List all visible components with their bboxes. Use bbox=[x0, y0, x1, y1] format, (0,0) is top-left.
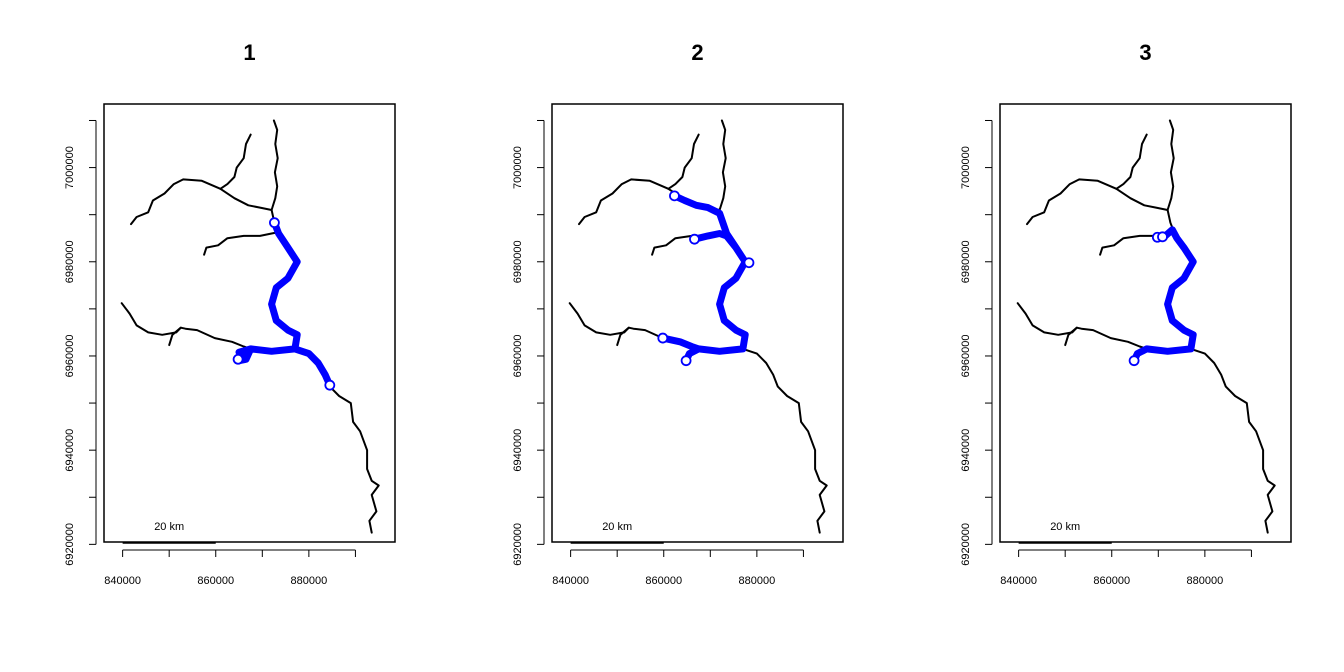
site-marker bbox=[689, 233, 700, 245]
river-southwest-spur bbox=[1064, 326, 1078, 347]
y-axis: 6920000 6940000 6960000 6980000 7000000 bbox=[512, 119, 545, 566]
y-tick-label: 6960000 bbox=[512, 335, 524, 378]
x-tick-label: 840000 bbox=[552, 575, 589, 587]
y-tick-label: 6920000 bbox=[64, 523, 76, 566]
x-tick-label: 840000 bbox=[1000, 575, 1037, 587]
y-tick-label: 6920000 bbox=[512, 523, 524, 566]
y-tick-label: 6980000 bbox=[64, 240, 76, 283]
site-marker bbox=[743, 257, 755, 269]
site-marker bbox=[1157, 231, 1168, 243]
site-marker bbox=[1128, 355, 1140, 367]
plot-frame bbox=[999, 103, 1292, 543]
x-tick-label: 860000 bbox=[197, 575, 234, 587]
x-axis: 840000 860000 880000 bbox=[104, 549, 356, 587]
y-tick-label: 6980000 bbox=[512, 240, 524, 283]
site-marker bbox=[232, 353, 244, 365]
panel-title: 3 bbox=[1139, 40, 1151, 65]
y-tick-label: 7000000 bbox=[960, 146, 972, 189]
y-tick-label: 6980000 bbox=[960, 240, 972, 283]
x-axis: 840000 860000 880000 bbox=[552, 549, 804, 587]
y-tick-label: 6920000 bbox=[960, 523, 972, 566]
x-tick-label: 860000 bbox=[645, 575, 682, 587]
panel-1: 1 840000 860000 880000 6920000 6940000 6960000… bbox=[64, 40, 396, 587]
scale-bar-label: 20 km bbox=[154, 521, 184, 533]
x-tick-label: 880000 bbox=[1187, 575, 1224, 587]
x-tick-label: 880000 bbox=[739, 575, 776, 587]
river-west-tributary bbox=[1026, 178, 1169, 226]
x-tick-label: 840000 bbox=[104, 575, 141, 587]
x-axis: 840000 860000 880000 bbox=[1000, 549, 1252, 587]
river-network bbox=[120, 119, 380, 534]
panel-3: 3 840000 860000 880000 6920000 6940000 6960000… bbox=[960, 40, 1292, 587]
site-marker bbox=[680, 355, 692, 367]
y-tick-label: 6940000 bbox=[512, 429, 524, 472]
river-north-tributary bbox=[219, 133, 252, 190]
site-marker bbox=[269, 217, 280, 229]
site-marker bbox=[657, 332, 669, 344]
river-southwest-tributary bbox=[568, 302, 744, 353]
river-west-tributary bbox=[578, 178, 721, 226]
y-tick-label: 6940000 bbox=[960, 429, 972, 472]
river-north-tributary bbox=[667, 133, 700, 190]
river-west-tributary bbox=[130, 178, 273, 226]
panel-2: 2 840000 860000 880000 6920000 6940000 6960000… bbox=[512, 40, 844, 587]
site-marker bbox=[669, 190, 680, 202]
site-marker bbox=[324, 379, 336, 391]
highlighted-path bbox=[234, 219, 334, 389]
y-tick-label: 7000000 bbox=[512, 146, 524, 189]
river-southwest-tributary bbox=[120, 302, 296, 353]
river-network bbox=[1016, 119, 1276, 534]
y-tick-label: 6940000 bbox=[64, 429, 76, 472]
scale-bar-label: 20 km bbox=[602, 521, 632, 533]
river-mid-tributary bbox=[203, 231, 280, 256]
river-north-tributary bbox=[1115, 133, 1148, 190]
highlighted-path bbox=[1130, 226, 1197, 365]
y-tick-label: 7000000 bbox=[64, 146, 76, 189]
river-southwest-spur bbox=[168, 326, 182, 347]
river-southwest-spur bbox=[616, 326, 630, 347]
highlighted-path bbox=[659, 192, 753, 365]
plot-frame bbox=[551, 103, 844, 543]
y-axis: 6920000 6940000 6960000 6980000 7000000 bbox=[64, 119, 97, 566]
x-tick-label: 880000 bbox=[291, 575, 328, 587]
y-axis: 6920000 6940000 6960000 6980000 7000000 bbox=[960, 119, 993, 566]
panel-title: 1 bbox=[243, 40, 255, 65]
y-tick-label: 6960000 bbox=[960, 335, 972, 378]
panel-title: 2 bbox=[691, 40, 703, 65]
scale-bar-label: 20 km bbox=[1050, 521, 1080, 533]
river-network bbox=[568, 119, 828, 534]
river-southwest-tributary bbox=[1016, 302, 1192, 353]
plot-frame bbox=[103, 103, 396, 543]
x-tick-label: 860000 bbox=[1093, 575, 1130, 587]
y-tick-label: 6960000 bbox=[64, 335, 76, 378]
